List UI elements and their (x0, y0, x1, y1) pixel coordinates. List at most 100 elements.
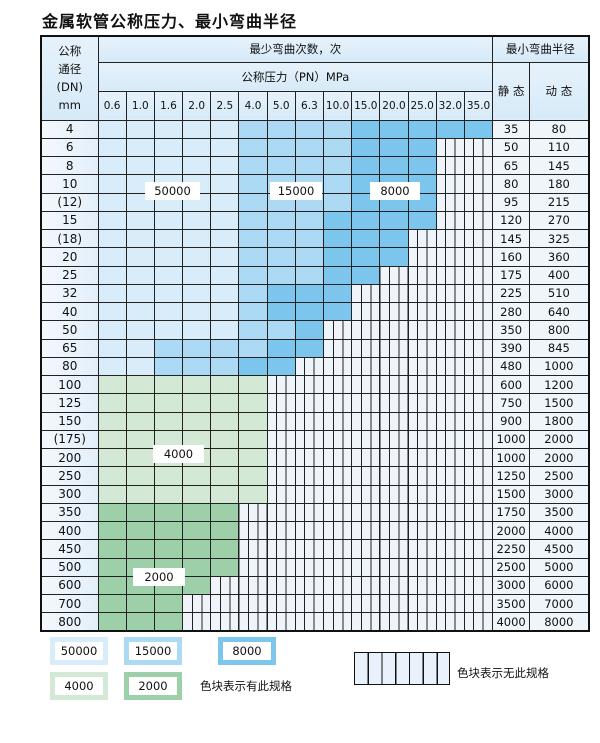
dynamic-radius-cell: 845 (529, 338, 590, 358)
available-cell (125, 155, 155, 176)
available-cell (97, 210, 127, 231)
available-cell (125, 119, 155, 139)
available-cell (266, 137, 296, 158)
unavailable-cell (463, 210, 494, 231)
unavailable-cell (435, 356, 465, 377)
available-cell (153, 374, 184, 395)
dynamic-radius-cell: 4000 (529, 520, 590, 541)
available-cell (153, 466, 184, 486)
unavailable-cell (294, 411, 325, 431)
unavailable-cell (407, 393, 437, 413)
dn-header-line: 通径 (58, 62, 82, 77)
pressure-col-header: 0.6 (97, 90, 127, 121)
available-cell (182, 374, 212, 395)
unavailable-cell (435, 539, 465, 559)
available-cell (125, 484, 155, 504)
unavailable-cell (238, 612, 268, 632)
unavailable-cell (351, 575, 381, 596)
unavailable-cell (238, 593, 268, 614)
unavailable-cell (182, 593, 212, 614)
table-row: 6 50 110 (40, 137, 590, 158)
unavailable-cell (463, 192, 494, 212)
unavailable-cell (463, 539, 494, 559)
pressure-col-header: 15.0 (351, 90, 381, 121)
static-radius-cell: 2500 (492, 557, 531, 577)
dynamic-radius-cell: 360 (529, 247, 590, 267)
dynamic-radius-cell: 270 (529, 210, 590, 231)
unavailable-cell (351, 539, 381, 559)
available-cell (210, 228, 240, 249)
dn-cell: 50 (40, 320, 99, 340)
available-cell (97, 411, 127, 431)
available-cell (210, 502, 240, 523)
unavailable-cell (463, 283, 494, 304)
dynamic-radius-cell: 1800 (529, 411, 590, 431)
available-cell (97, 338, 127, 358)
available-cell (210, 539, 240, 559)
unavailable-cell (322, 356, 353, 377)
available-cell (238, 137, 268, 158)
available-cell (294, 265, 325, 285)
dynamic-radius-cell: 145 (529, 155, 590, 176)
unavailable-cell (238, 575, 268, 596)
unavailable-cell (407, 356, 437, 377)
unavailable-cell (407, 502, 437, 523)
unavailable-cell (322, 374, 353, 395)
unavailable-cell (407, 575, 437, 596)
unavailable-cell (294, 593, 325, 614)
unavailable-cell (238, 539, 268, 559)
legend-no-spec-swatch (354, 652, 450, 685)
unavailable-cell (322, 575, 353, 596)
unavailable-cell (407, 411, 437, 431)
dn-cell: 350 (40, 502, 99, 523)
dn-cell: 32 (40, 283, 99, 304)
unavailable-cell (435, 612, 465, 632)
available-cell (210, 447, 240, 468)
pressure-radius-table: 公称 通径 (DN) mm 最少弯曲次数，次 最小弯曲半径 公称压力（PN）MP… (40, 35, 590, 632)
unavailable-cell (379, 520, 409, 541)
unavailable-cell (294, 575, 325, 596)
available-cell (182, 119, 212, 139)
static-radius-cell: 1500 (492, 484, 531, 504)
unavailable-cell (351, 429, 381, 450)
unavailable-cell (463, 466, 494, 486)
available-cell (182, 283, 212, 304)
unavailable-cell (435, 575, 465, 596)
unavailable-cell (463, 393, 494, 413)
unavailable-cell (407, 228, 437, 249)
region-label-50000: 50000 (145, 182, 200, 200)
available-cell (210, 320, 240, 340)
available-cell (125, 356, 155, 377)
dynamic-radius-cell: 1200 (529, 374, 590, 395)
dn-cell: (18) (40, 228, 99, 249)
available-cell (97, 429, 127, 450)
unavailable-cell (463, 557, 494, 577)
available-cell (294, 155, 325, 176)
pressure-col-header: 2.5 (210, 90, 240, 121)
unavailable-cell (435, 265, 465, 285)
legend-4000: 4000 (50, 672, 108, 700)
available-cell (238, 174, 268, 194)
pressure-col-header: 6.3 (294, 90, 325, 121)
available-cell (322, 174, 353, 194)
table-row: 400 2000 4000 (40, 520, 590, 541)
available-cell (97, 575, 127, 596)
available-cell (182, 338, 212, 358)
unavailable-cell (463, 356, 494, 377)
dynamic-radius-cell: 110 (529, 137, 590, 158)
dn-cell: 15 (40, 210, 99, 231)
unavailable-cell (379, 374, 409, 395)
available-cell (210, 393, 240, 413)
unavailable-cell (435, 301, 465, 322)
unavailable-cell (435, 320, 465, 340)
static-radius-cell: 65 (492, 155, 531, 176)
unavailable-cell (379, 466, 409, 486)
unavailable-cell (322, 338, 353, 358)
region-label-8000: 8000 (370, 182, 420, 200)
dn-header-line: mm (58, 98, 81, 113)
dn-cell: 150 (40, 411, 99, 431)
unavailable-cell (266, 593, 296, 614)
unavailable-cell (435, 374, 465, 395)
radius-header: 最小弯曲半径 (492, 35, 590, 63)
available-cell (125, 338, 155, 358)
